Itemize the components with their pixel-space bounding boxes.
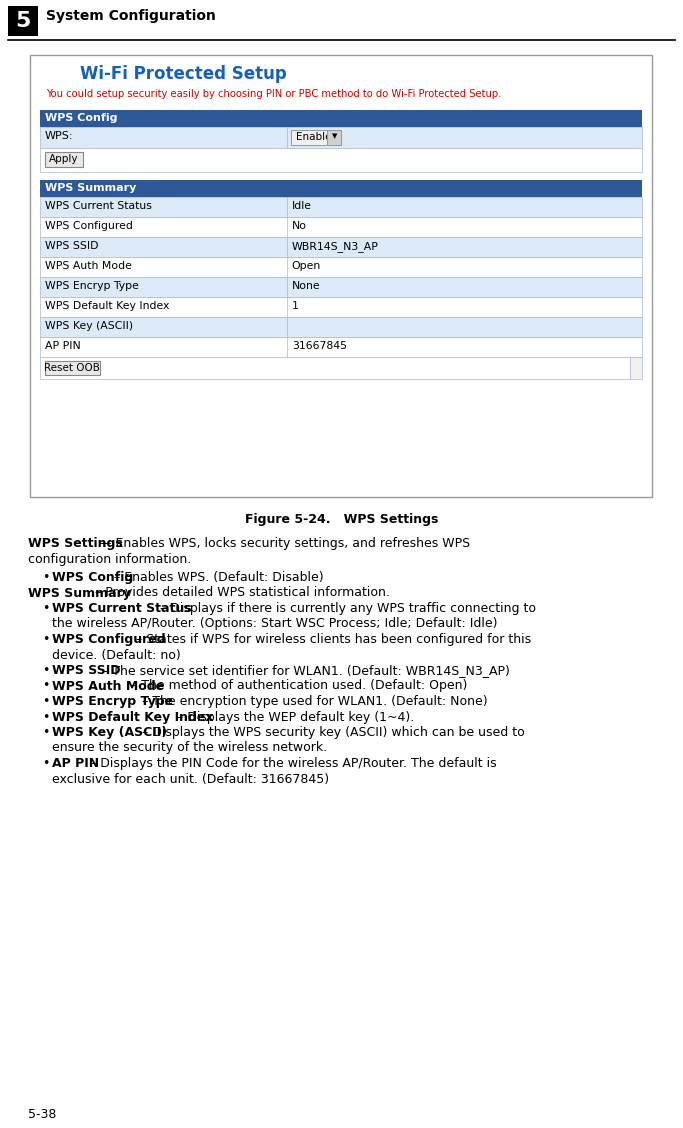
Text: •: •: [42, 757, 50, 770]
Text: WPS Summary: WPS Summary: [45, 183, 137, 193]
Text: WPS:: WPS:: [45, 131, 74, 141]
Text: — Enables WPS, locks security settings, and refreshes WPS: — Enables WPS, locks security settings, …: [95, 537, 471, 550]
Bar: [45, 152, 83, 167]
Text: WPS Key (ASCII): WPS Key (ASCII): [45, 321, 133, 331]
Text: WPS Config: WPS Config: [45, 113, 117, 123]
Text: WPS Summary: WPS Summary: [28, 587, 131, 599]
Bar: [40, 111, 642, 127]
Text: Open: Open: [292, 261, 321, 271]
Bar: [40, 356, 630, 379]
Bar: [45, 361, 100, 374]
Text: •: •: [42, 726, 50, 739]
Text: AP PIN: AP PIN: [45, 341, 81, 351]
Text: •: •: [42, 679, 50, 693]
Bar: [40, 217, 642, 237]
Text: 5-38: 5-38: [28, 1108, 57, 1121]
Text: – The encryption type used for WLAN1. (Default: None): – The encryption type used for WLAN1. (D…: [138, 695, 488, 708]
Text: – Displays the PIN Code for the wireless AP/Router. The default is: – Displays the PIN Code for the wireless…: [87, 757, 497, 770]
Text: •: •: [42, 633, 50, 646]
Text: WPS Auth Mode: WPS Auth Mode: [45, 261, 132, 271]
Text: ▼: ▼: [332, 133, 337, 139]
Bar: [40, 277, 642, 297]
Bar: [40, 197, 642, 217]
Text: – The service set identifier for WLAN1. (Default: WBR14S_N3_AP): – The service set identifier for WLAN1. …: [98, 664, 510, 677]
Text: – The method of authentication used. (Default: Open): – The method of authentication used. (De…: [127, 679, 467, 693]
Text: No: No: [292, 221, 307, 231]
Text: Apply: Apply: [49, 155, 79, 164]
Text: 5: 5: [15, 11, 31, 30]
Text: WPS Current Status: WPS Current Status: [45, 201, 152, 211]
Text: the wireless AP/Router. (Options: Start WSC Process; Idle; Default: Idle): the wireless AP/Router. (Options: Start …: [52, 617, 497, 631]
Text: System Configuration: System Configuration: [46, 9, 216, 23]
Text: WPS Auth Mode: WPS Auth Mode: [52, 679, 164, 693]
Text: WPS Configured: WPS Configured: [52, 633, 165, 646]
Text: Figure 5-24.   WPS Settings: Figure 5-24. WPS Settings: [245, 513, 438, 526]
Text: •: •: [42, 602, 50, 615]
Text: exclusive for each unit. (Default: 31667845): exclusive for each unit. (Default: 31667…: [52, 773, 329, 785]
Text: 1: 1: [292, 301, 298, 311]
Text: •: •: [42, 695, 50, 708]
Bar: [40, 127, 642, 148]
Text: Idle: Idle: [292, 201, 312, 211]
Text: •: •: [42, 664, 50, 677]
Text: ensure the security of the wireless network.: ensure the security of the wireless netw…: [52, 741, 327, 755]
Bar: [327, 130, 341, 146]
Text: WPS Current Status: WPS Current Status: [52, 602, 192, 615]
Text: WPS Encryp Type: WPS Encryp Type: [52, 695, 173, 708]
Text: WPS Key (ASCII): WPS Key (ASCII): [52, 726, 167, 739]
Text: •: •: [42, 711, 50, 723]
Text: You could setup security easily by choosing PIN or PBC method to do Wi-Fi Protec: You could setup security easily by choos…: [46, 89, 501, 99]
Text: – Displays if there is currently any WPS traffic connecting to: – Displays if there is currently any WPS…: [156, 602, 535, 615]
Text: WPS Config: WPS Config: [52, 571, 133, 584]
Bar: [40, 237, 642, 257]
Text: – Provides detailed WPS statistical information.: – Provides detailed WPS statistical info…: [92, 587, 390, 599]
Bar: [630, 356, 642, 379]
Bar: [30, 55, 652, 497]
Text: •: •: [42, 571, 50, 584]
Text: None: None: [292, 281, 320, 291]
Text: device. (Default: no): device. (Default: no): [52, 649, 181, 661]
Text: – Enables WPS. (Default: Disable): – Enables WPS. (Default: Disable): [109, 571, 323, 584]
Bar: [40, 337, 642, 356]
Bar: [40, 317, 642, 337]
Bar: [40, 148, 642, 171]
Text: AP PIN: AP PIN: [52, 757, 99, 770]
Text: WPS Settings: WPS Settings: [28, 537, 123, 550]
Text: WPS Default Key Index: WPS Default Key Index: [52, 711, 214, 723]
Bar: [40, 180, 642, 197]
Text: WBR14S_N3_AP: WBR14S_N3_AP: [292, 241, 378, 252]
Text: configuration information.: configuration information.: [28, 553, 191, 565]
Text: WPS SSID: WPS SSID: [45, 241, 98, 252]
Text: WPS Configured: WPS Configured: [45, 221, 133, 231]
Text: WPS SSID: WPS SSID: [52, 664, 120, 677]
Text: WPS Encryp Type: WPS Encryp Type: [45, 281, 139, 291]
Text: WPS Default Key Index: WPS Default Key Index: [45, 301, 169, 311]
Text: Wi-Fi Protected Setup: Wi-Fi Protected Setup: [80, 65, 287, 83]
Text: – Displays the WEP default key (1~4).: – Displays the WEP default key (1~4).: [173, 711, 414, 723]
Text: – Displays the WPS security key (ASCII) which can be used to: – Displays the WPS security key (ASCII) …: [138, 726, 525, 739]
Bar: [8, 6, 38, 36]
Bar: [40, 257, 642, 277]
Bar: [291, 130, 341, 146]
Text: Enable: Enable: [296, 132, 331, 142]
Bar: [40, 297, 642, 317]
Text: – States if WPS for wireless clients has been configured for this: – States if WPS for wireless clients has…: [133, 633, 531, 646]
Text: 31667845: 31667845: [292, 341, 347, 351]
Text: Reset OOB: Reset OOB: [44, 363, 100, 373]
